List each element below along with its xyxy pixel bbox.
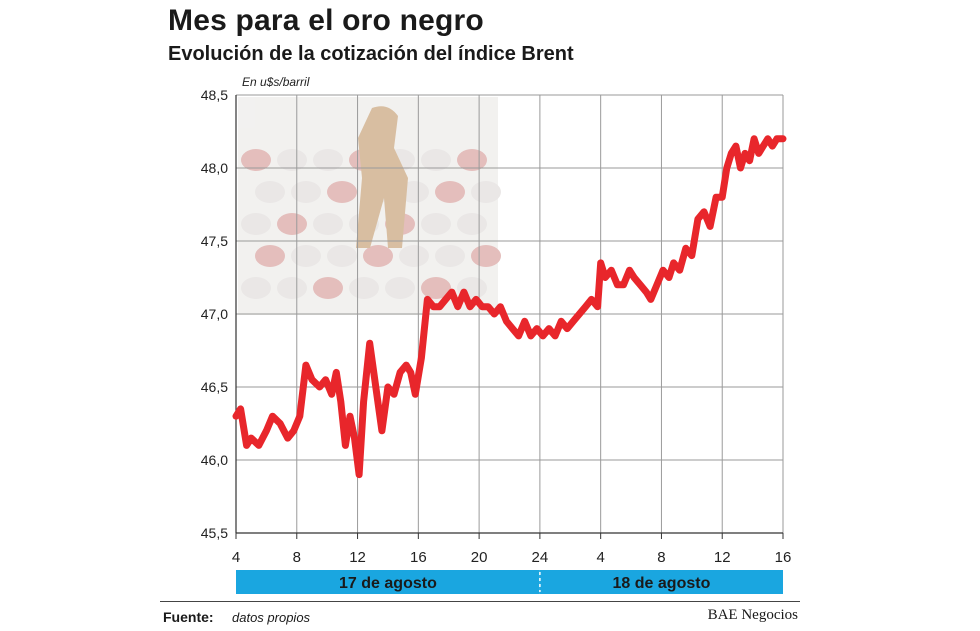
day-band-label: 17 de agosto	[339, 575, 437, 592]
brand-name: BAE Negocios	[707, 607, 798, 623]
x-tick-label: 24	[532, 549, 549, 566]
y-tick-label: 46,0	[201, 452, 228, 468]
chart-subtitle: Evolución de la cotización del índice Br…	[168, 43, 574, 65]
chart-title: Mes para el oro negro	[168, 4, 484, 37]
y-axis-unit-label: En u$s/barril	[242, 75, 310, 89]
x-tick-label: 8	[657, 549, 665, 566]
x-tick-label: 4	[596, 549, 604, 566]
y-tick-label: 47,5	[201, 233, 228, 249]
day-band	[539, 570, 783, 594]
x-tick-label: 12	[349, 549, 366, 566]
day-band-label: 18 de agosto	[613, 575, 711, 592]
x-tick-label: 20	[471, 549, 488, 566]
photo-backdrop	[238, 97, 501, 315]
y-tick-label: 47,0	[201, 306, 228, 322]
y-tick-label: 48,0	[201, 160, 228, 176]
x-tick-label: 16	[410, 549, 427, 566]
x-tick-label: 4	[232, 549, 240, 566]
day-band	[236, 570, 540, 594]
footer-rule	[160, 601, 800, 602]
x-tick-label: 16	[775, 549, 792, 566]
source-text: datos propios	[232, 610, 311, 625]
y-tick-label: 46,5	[201, 379, 228, 395]
brent-price-line	[232, 135, 787, 479]
x-tick-label: 8	[293, 549, 301, 566]
source-label: Fuente:	[163, 609, 214, 625]
x-tick-label: 12	[714, 549, 731, 566]
y-tick-label: 45,5	[201, 525, 228, 541]
y-tick-label: 48,5	[201, 87, 228, 103]
